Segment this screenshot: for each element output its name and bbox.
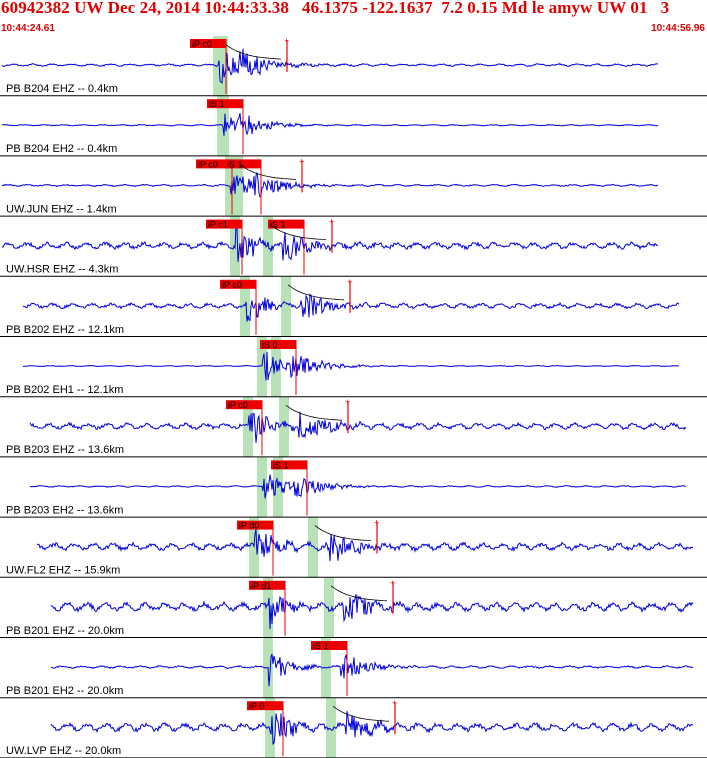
phase-pick-box[interactable] xyxy=(260,340,296,349)
phase-pick-label: iP d0 xyxy=(239,521,259,531)
phase-pick-box[interactable] xyxy=(190,39,226,48)
coda-end-marker: + xyxy=(329,217,334,227)
s-arrival-band xyxy=(281,276,291,337)
phase-pick-label: iS 1 xyxy=(270,220,286,230)
header: 60942382 UW Dec 24, 2014 10:44:33.38 46.… xyxy=(0,0,707,36)
coda-curve xyxy=(314,525,372,541)
phase-pick-label: iS 1 xyxy=(227,159,243,169)
phase-pick-label: iP c0 xyxy=(198,159,218,169)
coda-curve xyxy=(224,43,282,60)
station-label: PB B204 EH2 -- 0.4km xyxy=(6,143,117,155)
station-label: PB B204 EHZ -- 0.4km xyxy=(6,83,118,95)
phase-pick-label: iP c0 xyxy=(222,280,242,290)
waveform xyxy=(1,112,659,136)
phase-pick-box[interactable] xyxy=(271,460,307,470)
p-arrival-band xyxy=(249,517,259,578)
phase-pick-label: iP c0 xyxy=(228,400,248,410)
phase-pick-box[interactable] xyxy=(220,279,256,289)
coda-end-marker: + xyxy=(347,277,352,287)
event-title: 60942382 UW Dec 24, 2014 10:44:33.38 46.… xyxy=(1,0,670,17)
waveform xyxy=(50,594,694,630)
coda-end-marker: + xyxy=(284,36,289,46)
trace-row: iP d0 + UW.FL2 EHZ -- 15.9km xyxy=(0,518,707,578)
phase-pick-box[interactable] xyxy=(196,159,232,169)
trace-row: iP 0 + UW.LVP EHZ -- 20.0km xyxy=(0,698,707,758)
phase-pick-label: iP c1 xyxy=(208,220,228,230)
station-label: UW.FL2 EHZ -- 15.9km xyxy=(6,565,120,577)
p-arrival-band xyxy=(265,698,275,758)
station-label: PB B203 EHZ -- 13.6km xyxy=(6,444,124,456)
trace-row: iP c0 + PB B203 EHZ -- 13.6km xyxy=(0,397,707,458)
station-label: PB B201 EHZ -- 20.0km xyxy=(6,625,124,637)
coda-curve xyxy=(239,164,297,180)
s-arrival-band xyxy=(279,397,289,458)
coda-curve xyxy=(287,284,345,301)
coda-end-marker: + xyxy=(374,518,379,528)
s-arrival-band xyxy=(271,337,281,398)
phase-pick-box[interactable] xyxy=(225,159,261,169)
window-end-time: 10:44:56.96 xyxy=(651,23,705,34)
coda-curve xyxy=(269,224,327,240)
phase-pick-box[interactable] xyxy=(249,580,285,590)
waveform xyxy=(36,529,694,562)
p-arrival-band xyxy=(263,577,273,638)
phase-pick-box[interactable] xyxy=(247,701,283,711)
trace-row: iP c1 iS 1 + UW.HSR EHZ -- 4.3km xyxy=(0,217,707,277)
phase-pick-box[interactable] xyxy=(226,400,262,410)
station-label: PB B202 EH1 -- 12.1km xyxy=(6,384,123,396)
phase-pick-box[interactable] xyxy=(207,99,243,109)
phase-pick-label: iP 0 xyxy=(249,701,264,711)
trace-row: iS 0 PB B202 EH1 -- 12.1km xyxy=(0,340,707,398)
waveform xyxy=(1,172,659,198)
station-label: PB B203 EH2 -- 13.6km xyxy=(6,504,123,516)
trace-row: iP c0 + PB B204 EHZ -- 0.4km xyxy=(0,36,707,97)
p-arrival-band xyxy=(240,276,250,337)
station-label: UW.LVP EHZ -- 20.0km xyxy=(6,745,121,757)
phase-pick-label: iP c0 xyxy=(192,39,212,49)
waveform xyxy=(29,474,686,499)
phase-pick-box[interactable] xyxy=(268,219,304,229)
phase-pick-box[interactable] xyxy=(206,219,242,229)
waveform xyxy=(50,711,694,745)
trace-row: iS 1 PB B201 EH2 -- 20.0km xyxy=(0,641,707,699)
seismogram-panel: iP c0 + PB B204 EHZ -- 0.4km iS 1 PB B204 EH… xyxy=(0,36,707,758)
station-label: UW.JUN EHZ -- 1.4km xyxy=(6,203,117,215)
waveform xyxy=(29,411,687,443)
phase-pick-label: iS 0 xyxy=(262,340,278,350)
waveform xyxy=(50,653,694,687)
waveform xyxy=(1,48,659,84)
station-label: PB B202 EHZ -- 12.1km xyxy=(6,324,124,336)
phase-pick-label: iS 1 xyxy=(273,460,289,470)
trace-row: iP c0 iS 1 + UW.JUN EHZ -- 1.4km xyxy=(0,156,707,217)
phase-pick-label: iS 1 xyxy=(209,99,225,109)
phase-pick-box[interactable] xyxy=(237,520,273,530)
coda-curve xyxy=(285,404,343,421)
s-arrival-band xyxy=(233,156,243,217)
trace-row: iP c0 + PB B202 EHZ -- 12.1km xyxy=(0,277,707,337)
phase-pick-box[interactable] xyxy=(311,641,347,650)
coda-curve xyxy=(332,705,390,722)
trace-row: iP d1 + PB B201 EHZ -- 20.0km xyxy=(0,578,707,638)
station-label: PB B201 EH2 -- 20.0km xyxy=(6,685,123,697)
waveform xyxy=(1,225,659,262)
s-arrival-band xyxy=(263,216,273,277)
p-arrival-band xyxy=(243,397,253,458)
waveform xyxy=(23,351,679,381)
s-arrival-band xyxy=(324,577,334,638)
trace-row: iS 1 PB B204 EH2 -- 0.4km xyxy=(0,99,707,157)
coda-end-marker: + xyxy=(390,578,395,588)
window-start-time: 10:44:24.61 xyxy=(1,23,55,34)
coda-end-marker: + xyxy=(299,156,304,166)
station-label: UW.HSR EHZ -- 4.3km xyxy=(6,264,118,276)
s-arrival-band xyxy=(326,698,336,758)
p-arrival-band xyxy=(257,337,267,398)
trace-row: iS 1 PB B203 EH2 -- 13.6km xyxy=(0,460,707,518)
coda-end-marker: + xyxy=(345,397,350,407)
phase-pick-label: iP d1 xyxy=(251,581,271,591)
coda-curve xyxy=(330,585,388,602)
s-arrival-band xyxy=(308,517,318,578)
phase-pick-label: iS 1 xyxy=(313,641,329,651)
waveform xyxy=(22,293,680,322)
coda-end-marker: + xyxy=(392,698,397,708)
